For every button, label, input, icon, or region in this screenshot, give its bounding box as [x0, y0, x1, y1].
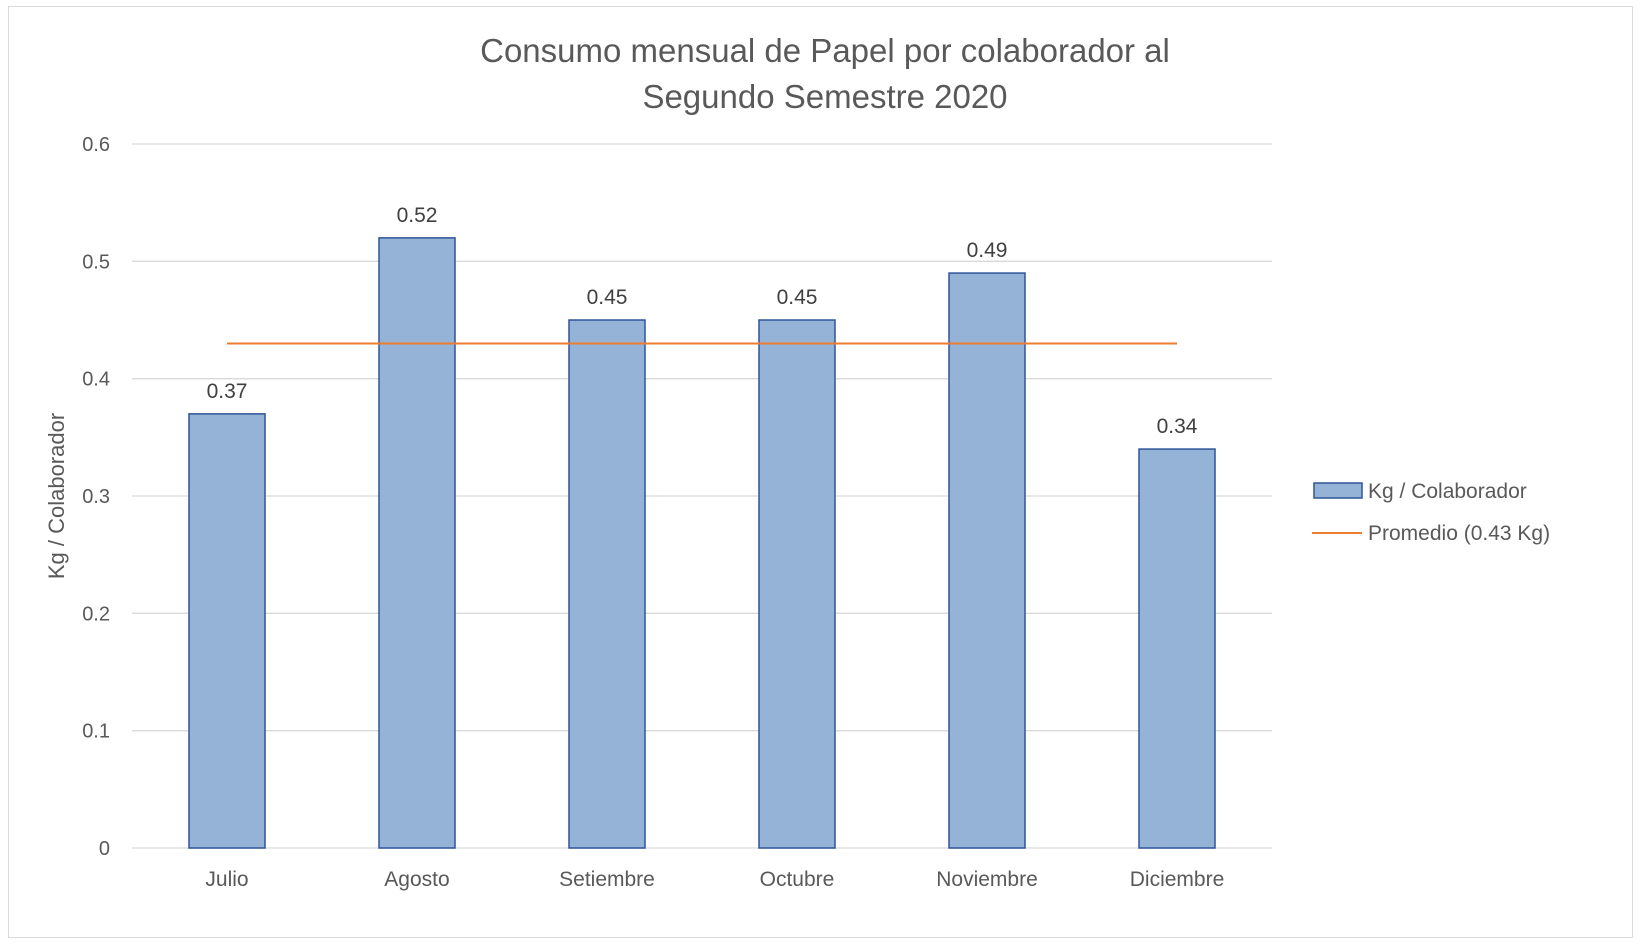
- x-category-label-4: Noviembre: [936, 868, 1038, 891]
- chart-title-line-1: Consumo mensual de Papel por colaborador…: [480, 32, 1170, 69]
- chart-frame: [8, 6, 1633, 938]
- chart-title-line-2: Segundo Semestre 2020: [642, 78, 1007, 115]
- data-label-4: 0.49: [967, 239, 1008, 262]
- y-axis-ticks: 0 0.1 0.2 0.3 0.4 0.5 0.6: [82, 134, 110, 860]
- bar-agosto: [378, 237, 456, 849]
- bar-diciembre: [1138, 448, 1216, 849]
- x-category-label-0: Julio: [205, 868, 248, 891]
- legend-label-bar: Kg / Colaborador: [1368, 480, 1527, 503]
- data-label-0: 0.37: [207, 380, 248, 403]
- gridlines: [132, 143, 1272, 849]
- y-tick-label-4: 0.4: [82, 369, 110, 391]
- x-category-label-2: Setiembre: [559, 868, 655, 891]
- legend-label-line: Promedio (0.43 Kg): [1368, 522, 1550, 545]
- y-tick-label-0: 0: [99, 838, 110, 860]
- data-label-2: 0.45: [587, 286, 628, 309]
- y-tick-label-3: 0.3: [82, 486, 110, 508]
- legend-swatch-bar: [1313, 482, 1363, 499]
- x-category-label-3: Octubre: [760, 868, 835, 891]
- bar-octubre: [758, 319, 836, 849]
- bar-noviembre: [948, 272, 1026, 849]
- x-category-label-5: Diciembre: [1130, 868, 1225, 891]
- data-label-1: 0.52: [397, 204, 438, 227]
- y-axis-title: Kg / Colaborador: [44, 413, 69, 579]
- y-tick-label-5: 0.5: [82, 251, 110, 273]
- data-label-5: 0.34: [1157, 415, 1198, 438]
- bar-julio: [188, 413, 266, 849]
- data-labels: 0.37 0.52 0.45 0.45 0.49 0.34: [207, 204, 1198, 438]
- bar-setiembre: [568, 319, 646, 849]
- y-tick-label-1: 0.1: [82, 721, 110, 743]
- y-tick-label-6: 0.6: [82, 134, 110, 156]
- x-category-label-1: Agosto: [384, 868, 449, 891]
- data-label-3: 0.45: [777, 286, 818, 309]
- chart-title: Consumo mensual de Papel por colaborador…: [480, 32, 1170, 115]
- x-axis-categories: Julio Agosto Setiembre Octubre Noviembre Dici…: [205, 868, 1224, 891]
- y-tick-label-2: 0.2: [82, 603, 110, 625]
- bars: [188, 237, 1216, 849]
- legend: Kg / Colaborador Promedio (0.43 Kg): [1312, 480, 1550, 545]
